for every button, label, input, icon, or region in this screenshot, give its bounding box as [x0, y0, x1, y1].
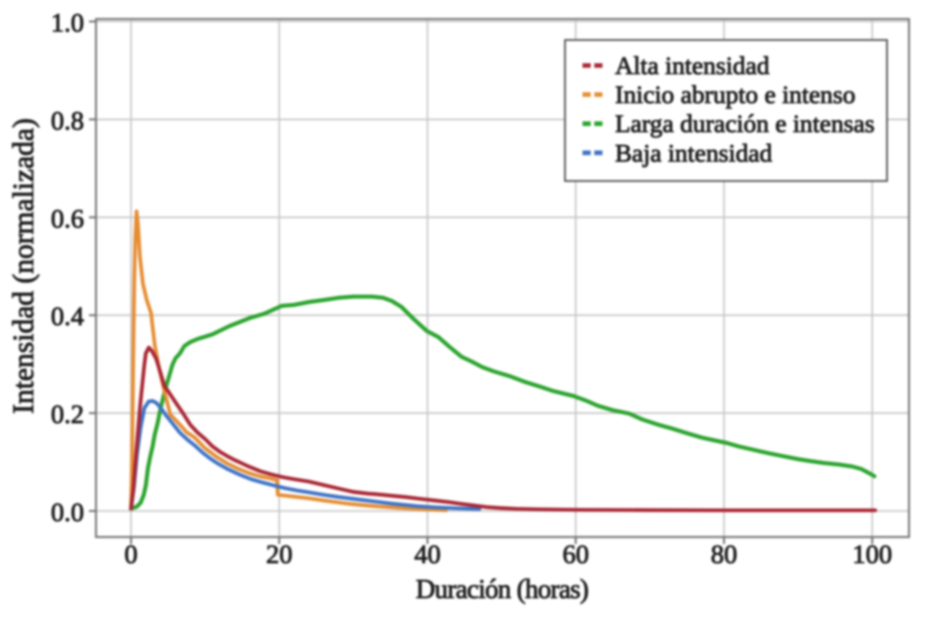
svg-text:0.6: 0.6 — [51, 203, 84, 233]
svg-text:0.8: 0.8 — [51, 105, 84, 135]
svg-text:0.0: 0.0 — [51, 497, 84, 527]
svg-text:0.2: 0.2 — [51, 399, 84, 429]
svg-text:100: 100 — [852, 539, 892, 569]
svg-text:Alta intensidad: Alta intensidad — [615, 52, 770, 80]
svg-text:Intensidad (normalizada): Intensidad (normalizada) — [8, 118, 40, 414]
svg-text:60: 60 — [562, 539, 589, 569]
svg-text:20: 20 — [266, 539, 293, 569]
svg-text:0.4: 0.4 — [51, 301, 84, 331]
svg-text:Duración (horas): Duración (horas) — [416, 574, 588, 604]
svg-text:Baja intensidad: Baja intensidad — [615, 139, 773, 167]
svg-text:Inicio abrupto e intenso: Inicio abrupto e intenso — [615, 81, 855, 109]
svg-text:1.0: 1.0 — [51, 8, 84, 38]
svg-text:80: 80 — [711, 539, 738, 569]
svg-text:0: 0 — [124, 539, 137, 569]
svg-text:40: 40 — [414, 539, 441, 569]
svg-text:Larga duración e intensas: Larga duración e intensas — [615, 110, 875, 138]
